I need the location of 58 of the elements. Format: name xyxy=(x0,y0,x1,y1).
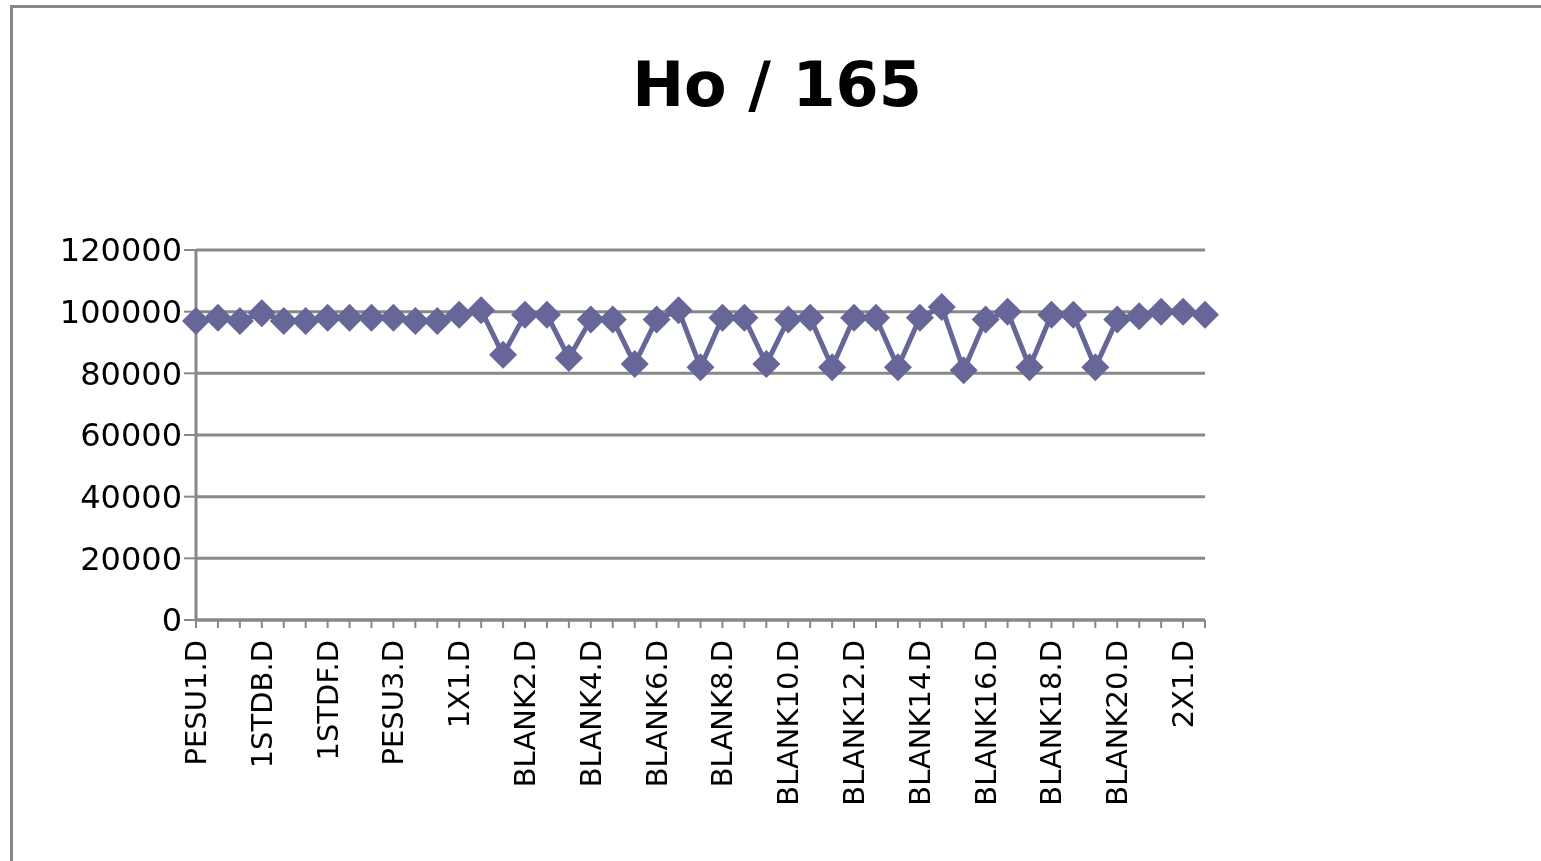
point xyxy=(796,303,825,332)
point xyxy=(225,306,254,335)
x-tick-label: BLANK8.D xyxy=(705,640,740,788)
point xyxy=(883,353,912,382)
point xyxy=(686,353,715,382)
x-tick-label: PESU1.D xyxy=(179,640,213,766)
x-tick-label: 1X1.D xyxy=(442,640,477,729)
x-tick-label: BLANK16.D xyxy=(968,640,1003,806)
x-tick-label: BLANK14.D xyxy=(902,640,937,806)
x-tick-label: 1STDF.D xyxy=(310,640,345,761)
x-tick-label: BLANK18.D xyxy=(1034,640,1069,806)
point xyxy=(182,306,210,335)
x-tick-label: PESU3.D xyxy=(376,640,411,766)
point xyxy=(927,293,956,322)
y-tick-label: 0 xyxy=(161,601,182,640)
point xyxy=(489,340,518,369)
point xyxy=(247,299,276,328)
point xyxy=(445,300,474,329)
point xyxy=(598,305,627,334)
point xyxy=(642,305,671,334)
y-tick-label: 100000 xyxy=(59,293,182,332)
point xyxy=(1103,305,1132,334)
point xyxy=(620,350,649,379)
point xyxy=(752,350,781,379)
y-tick-label: 40000 xyxy=(80,478,182,517)
point xyxy=(1191,300,1219,329)
point xyxy=(423,306,452,335)
point xyxy=(203,303,232,332)
point xyxy=(971,305,1000,334)
point xyxy=(993,297,1022,326)
point xyxy=(1081,353,1110,382)
point xyxy=(379,303,408,332)
point xyxy=(1015,353,1044,382)
point xyxy=(818,353,847,382)
point xyxy=(1125,302,1154,331)
x-tick-label: BLANK4.D xyxy=(573,640,608,788)
x-tick-label: BLANK12.D xyxy=(837,640,872,806)
x-tick-label: 2X1.D xyxy=(1166,640,1201,729)
x-tick-label: BLANK6.D xyxy=(639,640,674,788)
point xyxy=(774,305,803,334)
y-tick-label: 20000 xyxy=(80,539,182,578)
point xyxy=(1169,297,1198,326)
y-tick-label: 120000 xyxy=(59,231,182,270)
point xyxy=(905,303,934,332)
point xyxy=(467,296,496,325)
x-tick-label: 1STDB.D xyxy=(244,640,279,769)
y-tick-label: 80000 xyxy=(80,354,182,393)
point xyxy=(554,343,583,372)
point xyxy=(576,305,605,334)
point xyxy=(730,303,759,332)
x-tick-label: BLANK20.D xyxy=(1100,640,1135,806)
y-tick-label: 60000 xyxy=(80,416,182,455)
point xyxy=(1059,300,1088,329)
x-tick-label: BLANK2.D xyxy=(508,640,543,788)
chart-title: Ho / 165 xyxy=(631,48,923,121)
point xyxy=(664,296,693,325)
point xyxy=(949,356,978,385)
x-tick-label: BLANK10.D xyxy=(771,640,806,806)
